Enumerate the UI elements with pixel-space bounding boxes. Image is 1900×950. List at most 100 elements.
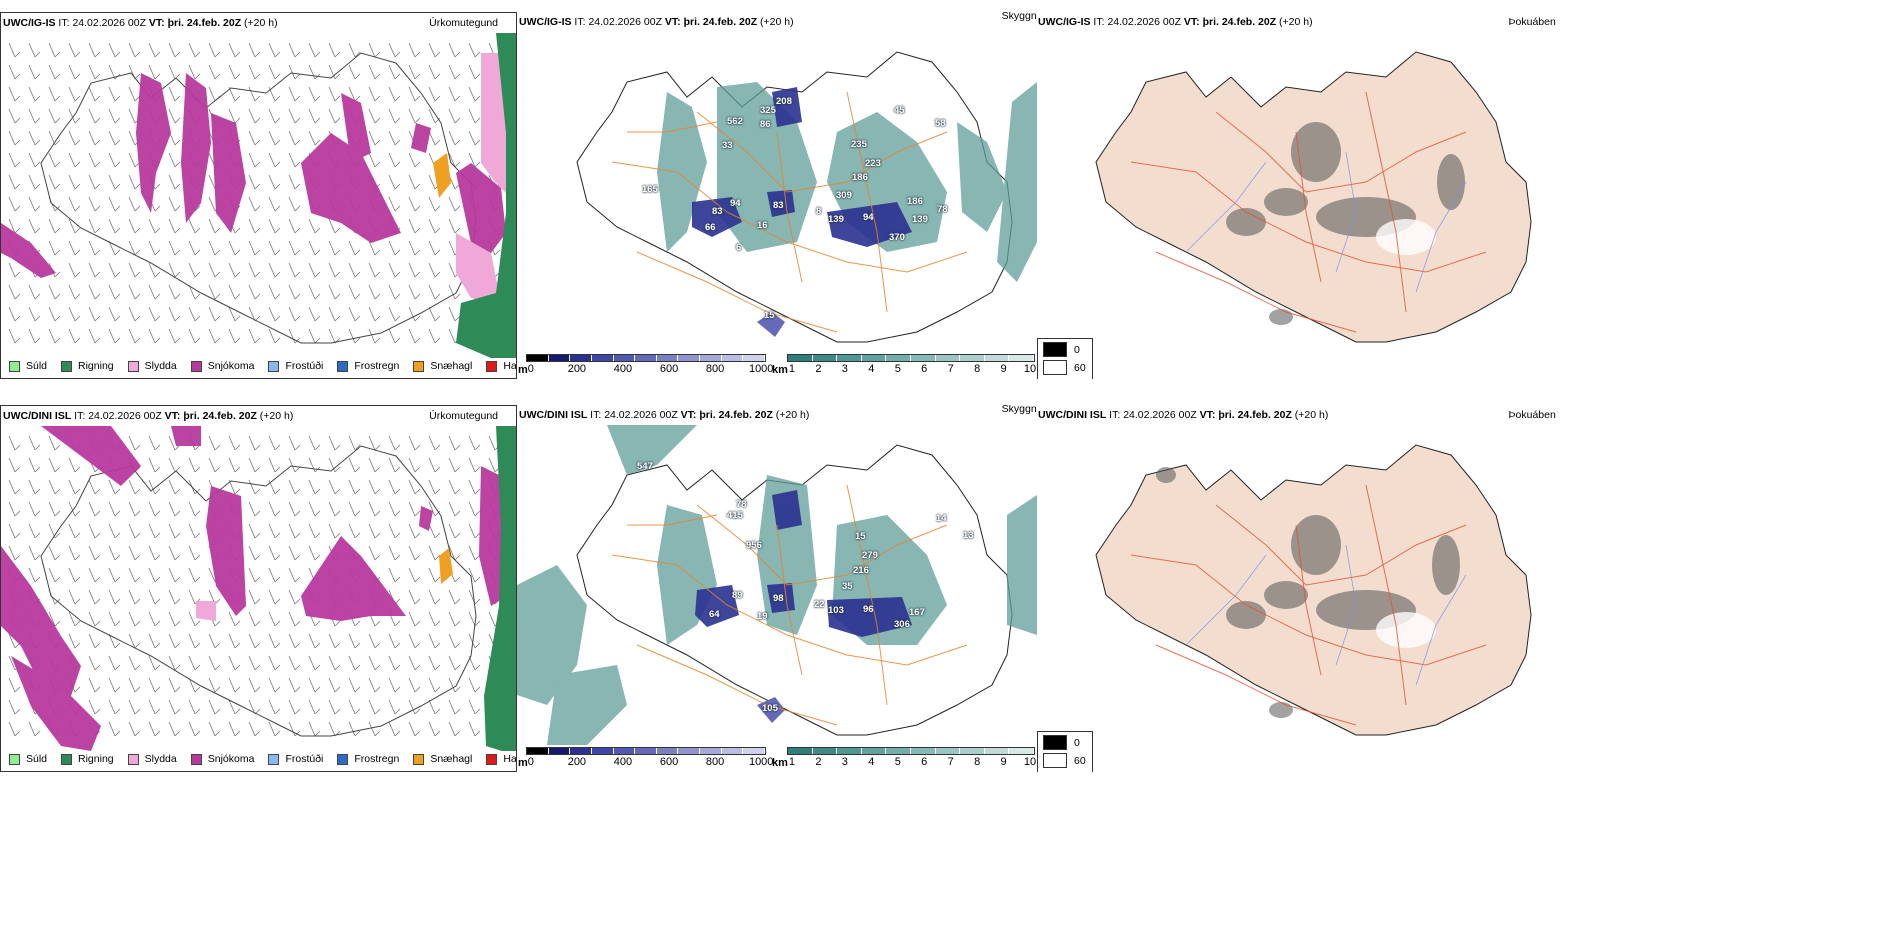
wind-barb [348,64,361,80]
wind-barb [388,457,401,473]
wind-barb [428,611,441,627]
colorbar-segment [613,355,636,361]
wind-barb [328,86,341,102]
wind-barb [468,545,481,561]
wind-barb [228,306,241,322]
wind-barb [368,240,381,256]
legend-label: Snjókoma [207,753,255,765]
wind-barb [268,435,281,451]
wind-barb [148,218,161,234]
wind-barb [88,589,101,605]
wind-barb [328,721,341,737]
legend-swatch [413,360,425,372]
wind-barb [468,130,481,146]
wind-barb [148,523,161,539]
wind-barb [148,284,161,300]
wind-barb [308,633,321,649]
elevation-label: 956 [746,540,762,551]
wind-barb [8,457,21,473]
wind-barb [248,240,261,256]
colorbar-segment [1009,748,1034,754]
wind-barb [128,633,141,649]
wind-barb [88,523,101,539]
wind-barb [228,328,241,344]
wind-barb [348,479,361,495]
wind-barb [48,435,61,451]
wind-barb [28,218,41,234]
elevation-label: 89 [732,590,743,601]
wind-barb [388,328,401,344]
panel-name: Þokuábendi [1508,16,1556,28]
wind-barb [28,721,41,737]
wind-barb [248,86,261,102]
ceiling-colorbar-ticks: 0 200 400 600 800 1000 [526,362,774,376]
wind-barb [388,567,401,583]
wind-barb [168,86,181,102]
legend-item: Haglél [486,360,516,372]
wind-barb [188,699,201,715]
wind-barb [108,152,121,168]
wind-barb [248,545,261,561]
wind-barb [408,42,421,58]
legend-swatch [190,753,202,765]
elevation-label: 165 [642,184,658,195]
wind-barb [148,262,161,278]
panel-name: Þokuábendi [1508,409,1556,421]
elevation-label: 415 [727,510,743,521]
wind-barb [368,42,381,58]
wind-barb [448,218,461,234]
wind-barb [8,108,21,124]
wind-barbs [8,42,501,344]
elevation-label: 216 [853,565,869,576]
wind-barb [148,328,161,344]
colorbar-segment [635,748,657,754]
wind-barb [148,545,161,561]
wind-barb [348,306,361,322]
wind-barb [128,240,141,256]
wind-barb [248,633,261,649]
wind-barb [388,64,401,80]
wind-barb [188,677,201,693]
wind-barb [368,108,381,124]
wind-barb [448,721,461,737]
colorbar-tick-label: 10 [1023,756,1037,768]
wind-barb [248,589,261,605]
wind-barb [168,174,181,190]
panel-name: Skyggni [1001,405,1037,415]
wind-barb [368,152,381,168]
wind-barb [408,655,421,671]
wind-barb [288,196,301,212]
wind-barb [428,655,441,671]
colorbar-segment [570,355,592,361]
wind-barb [388,545,401,561]
legend-item: Slydda [127,360,177,372]
legend-swatch [190,360,202,372]
wind-barb [88,501,101,517]
wind-barb [468,64,481,80]
wind-barb [368,479,381,495]
wind-barb [288,64,301,80]
colorbar-tick-label: 800 [705,363,725,375]
wind-barb [228,240,241,256]
wind-barb [468,567,481,583]
colorbar-tick-label: 600 [659,363,679,375]
wind-barb [328,435,341,451]
wind-barb [348,699,361,715]
wind-barb [28,284,41,300]
legend-label: Frostregn [354,360,400,372]
wind-barb [448,677,461,693]
wind-barb [288,328,301,344]
wind-barb [288,655,301,671]
colorbar-segment [886,748,911,754]
wind-barb [308,262,321,278]
wind-barb [428,457,441,473]
wind-barb [108,677,121,693]
wind-barb [288,86,301,102]
wind-barb [28,130,41,146]
wind-barb [288,152,301,168]
wind-barb [428,86,441,102]
colorbar-segment [837,355,862,361]
fog-legend-swatch [1043,735,1067,750]
wind-barb [208,42,221,58]
wind-barb [128,721,141,737]
